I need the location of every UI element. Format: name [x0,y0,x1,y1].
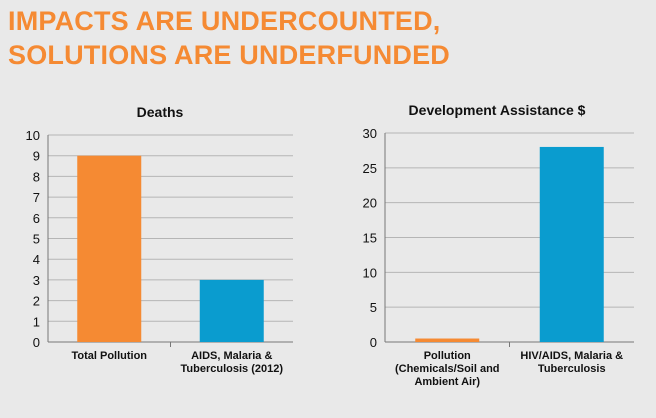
deaths-y-tick-label: 8 [33,169,40,184]
assistance-bar [415,338,480,342]
deaths-y-tick-label: 0 [33,335,40,350]
assistance-chart-title: Development Assistance $ [409,102,586,118]
assistance-y-tick-label: 10 [363,265,377,280]
assistance-category-label: HIV/AIDS, Malaria & Tuberculosis [520,350,623,375]
assistance-category-label-line: Tuberculosis [538,363,606,375]
assistance-y-tick-label: 20 [363,196,377,211]
deaths-y-tick-label: 4 [33,252,40,267]
deaths-category-label-line: AIDS, Malaria & [191,350,272,362]
assistance-y-tick-label: 15 [363,231,377,246]
slide-title-line-2: SOLUTIONS ARE UNDERFUNDED [8,40,451,70]
assistance-category-label: Pollution (Chemicals/Soil and Ambient Air) [395,350,500,388]
deaths-category-label-line: Total Pollution [71,350,147,362]
deaths-y-tick-label: 1 [33,314,40,329]
assistance-y-tick-label: 5 [370,300,377,315]
deaths-category-label: AIDS, Malaria & Tuberculosis (2012) [181,350,284,375]
assistance-y-tick-label: 0 [370,335,377,350]
deaths-y-tick-label: 10 [26,128,40,143]
assistance-category-label-line: (Chemicals/Soil and [395,363,500,375]
assistance-category-label-line: Pollution [424,350,471,362]
assistance-category-label-line: Ambient Air) [414,376,480,388]
deaths-bar [199,279,264,342]
deaths-category-label: Total Pollution [71,350,147,362]
deaths-category-label-line: Tuberculosis (2012) [181,363,284,375]
slide-title-line-1: IMPACTS ARE UNDERCOUNTED, [8,6,441,36]
slide-title: IMPACTS ARE UNDERCOUNTED, SOLUTIONS ARE … [8,4,450,72]
deaths-y-tick-label: 7 [33,190,40,205]
deaths-y-tick-label: 9 [33,149,40,164]
deaths-chart-title: Deaths [137,104,184,120]
deaths-y-tick-label: 6 [33,211,40,226]
deaths-y-tick-label: 5 [33,232,40,247]
deaths-y-tick-label: 3 [33,273,40,288]
assistance-bar [539,146,604,342]
deaths-y-tick-label: 2 [33,294,40,309]
deaths-bar [77,155,142,342]
assistance-y-tick-label: 30 [363,126,377,141]
assistance-category-label-line: HIV/AIDS, Malaria & [520,350,623,362]
assistance-y-tick-label: 25 [363,161,377,176]
